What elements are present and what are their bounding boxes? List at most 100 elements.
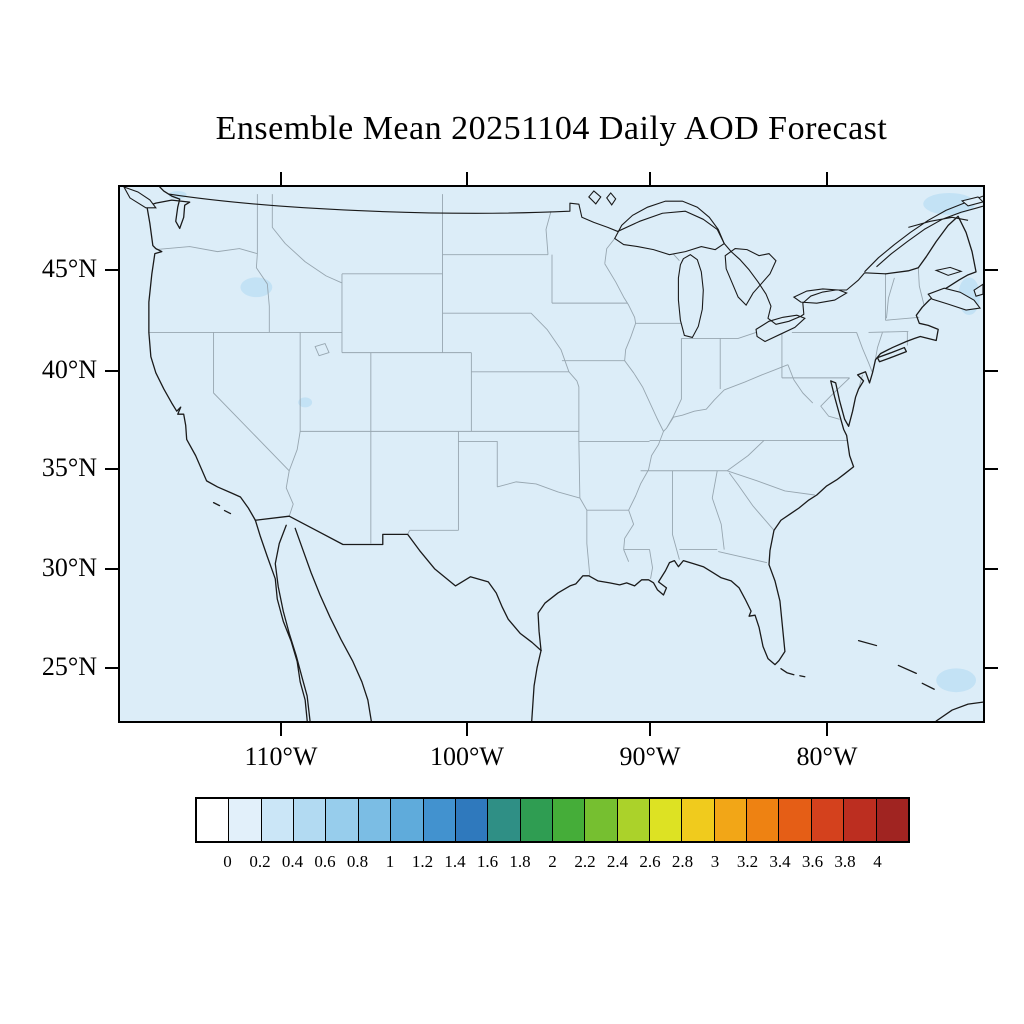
x-axis-tick-bottom: [465, 723, 468, 736]
colorbar-tick-label: 0.6: [314, 852, 336, 871]
colorbar-cell: [810, 799, 844, 841]
x-axis-tick-label: 110°W: [244, 742, 318, 771]
y-axis-tick-left: [105, 369, 118, 372]
colorbar-tick-label: 0.8: [346, 852, 369, 871]
state-borders: [148, 194, 925, 579]
colorbar-cell: [713, 799, 747, 841]
coastlines: [146, 187, 977, 721]
bahamas: [857, 639, 935, 690]
colorbar-cell: [584, 799, 617, 841]
x-axis-tick-label: 90°W: [619, 742, 681, 771]
colorbar-cell: [875, 799, 908, 841]
colorbar-cell: [487, 799, 520, 841]
colorbar-cell: [519, 799, 552, 841]
x-axis-tick-bottom: [825, 723, 828, 736]
colorbar-tick-label: 1.8: [509, 852, 531, 871]
map-background: [120, 187, 983, 721]
colorbar-cell: [390, 799, 423, 841]
us-canada-border: [168, 193, 886, 325]
florida-keys: [780, 668, 806, 678]
colorbar-tick-label: 2.6: [639, 852, 661, 871]
cape-breton: [973, 283, 983, 297]
y-axis-tick-left: [105, 269, 118, 271]
y-axis-tick-right: [985, 667, 998, 670]
colorbar-tick-label: 1.6: [476, 852, 499, 871]
colorbar-cell: [357, 799, 391, 841]
manitoba-lakes: [588, 190, 617, 206]
y-axis-tick-label: 25°N: [41, 652, 97, 682]
y-axis-tick-left: [105, 567, 118, 570]
prince-edward-island: [934, 266, 963, 276]
lake-michigan: [677, 254, 704, 339]
colorbar-tick-label: 3.8: [834, 852, 856, 871]
colorbar-cell: [422, 799, 455, 841]
channel-islands: [212, 501, 232, 515]
vancouver-island: [123, 187, 157, 209]
colorbar-tick-label: 0: [223, 852, 232, 871]
colorbar-cell: [649, 799, 682, 841]
anticosti-island: [960, 196, 983, 207]
cuba-coast: [935, 701, 983, 721]
colorbar-tick-label: 1.2: [411, 852, 434, 871]
mexico-mainland-coasts: [294, 527, 542, 721]
y-axis-tick-left: [105, 667, 118, 670]
x-axis-tick-top: [279, 172, 282, 185]
great-lakes: [613, 200, 848, 343]
lake-huron: [724, 248, 777, 307]
pacific-coast: [146, 187, 257, 521]
map-frame: [118, 185, 985, 723]
colorbar-cell: [746, 799, 779, 841]
colorbar-tick-label: 3.6: [801, 852, 824, 871]
colorbar-cell: [454, 799, 488, 841]
x-axis-tick-label: 100°W: [429, 742, 504, 771]
colorbar-cell: [260, 799, 294, 841]
x-axis-tick-top: [465, 172, 468, 185]
colorbar-cell: [681, 799, 714, 841]
y-axis-tick-label: 40°N: [41, 354, 97, 384]
colorbar-tick-label: 0.4: [281, 852, 304, 871]
colorbar-cell: [778, 799, 811, 841]
y-axis-tick-label: 30°N: [41, 552, 97, 582]
figure-title: Ensemble Mean 20251104 Daily AOD Forecas…: [215, 110, 888, 147]
colorbar-cell: [616, 799, 650, 841]
colorbar-tick-label: 1: [385, 852, 395, 871]
colorbar-tick-label: 2.4: [606, 852, 629, 871]
colorbar-tick-label: 4: [873, 852, 882, 871]
colorbar-tick-label: 2: [548, 852, 557, 871]
colorbar-tick-label: 3.2: [736, 852, 759, 871]
y-axis-tick-right: [985, 567, 998, 570]
colorbar-cell: [197, 799, 229, 841]
x-axis-tick-label: 80°W: [796, 742, 858, 771]
x-axis-tick-bottom: [279, 723, 282, 736]
colorbar-tick-label: 2.2: [574, 852, 596, 871]
colorbar-cell: [843, 799, 876, 841]
colorbar-tick-label: 0.2: [249, 852, 271, 871]
x-axis-tick-top: [825, 172, 828, 185]
gulf-atlantic-coast: [537, 215, 977, 666]
colorbar-cell: [551, 799, 585, 841]
colorbar-tick-label: 3: [710, 852, 720, 871]
y-axis-tick-right: [985, 269, 998, 271]
baja-california: [254, 519, 311, 721]
colorbar-tick-label: 1.4: [444, 852, 466, 871]
colorbar-cell: [293, 799, 326, 841]
x-axis-tick-bottom: [648, 723, 651, 736]
colorbar-tick-label: 2.8: [671, 852, 694, 871]
lake-erie: [755, 314, 806, 343]
colorbar-tick-label: 3.4: [769, 852, 791, 871]
us-mexico-border: [254, 515, 542, 652]
colorbar: [195, 797, 910, 843]
conus-aod-map: [120, 187, 983, 721]
colorbar-cell: [228, 799, 261, 841]
nova-scotia: [927, 287, 982, 311]
long-island: [876, 346, 908, 363]
y-axis-tick-right: [985, 468, 998, 470]
y-axis-tick-right: [985, 369, 998, 372]
x-axis-tick-top: [648, 172, 651, 185]
y-axis-tick-label: 35°N: [41, 453, 97, 482]
colorbar-cell: [325, 799, 358, 841]
y-axis-tick-left: [105, 468, 118, 470]
y-axis-tick-label: 45°N: [41, 254, 97, 283]
peripheral-features: [123, 187, 983, 721]
